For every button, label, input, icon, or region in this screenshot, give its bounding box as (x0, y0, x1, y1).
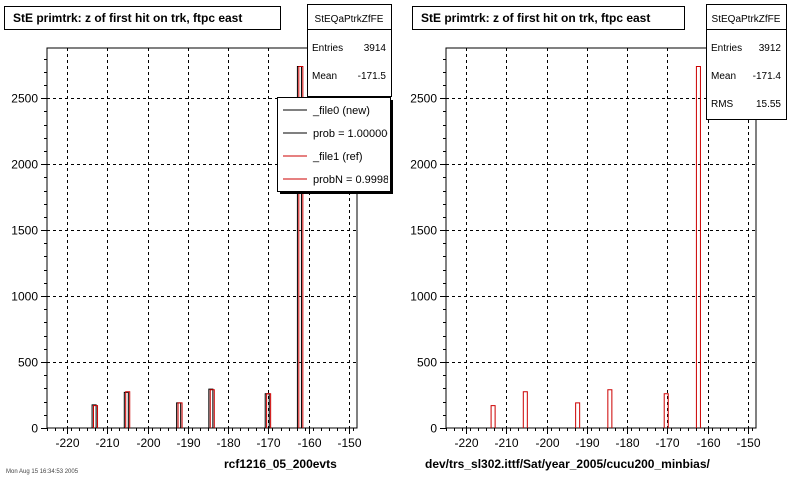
stats-box (706, 4, 787, 120)
y-tick-label: 500 (417, 356, 437, 370)
x-tick-label: -150 (736, 436, 760, 450)
x-tick-label: -220 (454, 436, 478, 450)
y-tick-label: 1000 (410, 290, 437, 304)
histogram-bar (177, 402, 183, 428)
y-tick-label: 2500 (410, 92, 437, 106)
histogram-bar (663, 393, 669, 428)
chart-panel-2: -220 -210 -200 -190 -180 -170 -160 -150 0 500 1000… (410, 4, 787, 471)
stats-value: 3912 (759, 43, 782, 54)
legend-entries: _file0 (new) prob = 1.000000 _file1 (ref) p… (283, 105, 401, 186)
x-tick-label: -210 (494, 436, 518, 450)
histogram-bar (575, 402, 581, 428)
x-tick-label: -220 (55, 436, 79, 450)
histogram-bar (209, 389, 215, 428)
histogram-bar (91, 404, 97, 428)
histogram-bar (123, 391, 129, 428)
chart-title: StE primtrk: z of first hit on trk, ftpc… (13, 11, 242, 25)
histogram-bar (266, 393, 272, 428)
y-tick-label: 1500 (410, 224, 437, 238)
stats-label: RMS (711, 99, 734, 110)
histogram-bar (298, 65, 304, 428)
x-tick-label: -180 (615, 436, 639, 450)
histogram-bar (522, 391, 528, 428)
histogram-bar (490, 405, 496, 428)
x-tick-label: -170 (655, 436, 679, 450)
legend-label: prob = 1.000000 (313, 128, 393, 140)
x-tick-label: -160 (297, 436, 321, 450)
x-tick-label: -170 (256, 436, 280, 450)
x-tick-label: -190 (575, 436, 599, 450)
y-tick-label: 0 (430, 422, 437, 436)
legend-label: _file1 (ref) (312, 151, 363, 163)
y-tick-label: 2500 (11, 92, 38, 106)
chart-caption: dev/trs_sl302.ittf/Sat/year_2005/cucu200… (425, 457, 710, 471)
x-tick-label: -190 (176, 436, 200, 450)
histogram-bar (695, 65, 701, 428)
title-box (4, 6, 281, 30)
legend-label: probN = 0.999831 (313, 174, 401, 186)
stats-label: Entries (312, 43, 343, 54)
histogram-bar (208, 388, 214, 428)
stats-label: Entries (711, 43, 742, 54)
x-tick-label: -150 (337, 436, 361, 450)
y-tick-label: 2000 (11, 158, 38, 172)
x-tick-label: -180 (216, 436, 240, 450)
plot-frame (445, 47, 757, 429)
stats-name: StEQaPtrkZfFE (712, 14, 781, 25)
legend-box (277, 97, 391, 192)
stats-value: 3914 (364, 43, 387, 54)
x-tick-label: -200 (136, 436, 160, 450)
stats-box (307, 4, 392, 97)
histogram-bar (607, 389, 613, 428)
histogram-bar (93, 405, 99, 428)
title-box (412, 6, 685, 30)
footer-timestamp: Mon Aug 15 16:34:53 2005 (6, 469, 79, 475)
stats-name: StEQaPtrkZfFE (315, 14, 384, 25)
stats-label: Mean (312, 71, 337, 82)
stats-value: -171.5 (358, 71, 387, 82)
y-tick-label: 500 (18, 356, 38, 370)
stats-value: -171.4 (753, 71, 782, 82)
y-tick-label: 0 (31, 422, 38, 436)
y-tick-label: 1000 (11, 290, 38, 304)
chart-panel-1: -220 -210 -200 -190 -180 -170 -160 -150 0 500 1000… (4, 4, 401, 471)
stats-value: 15.55 (756, 99, 781, 110)
histogram-bar (125, 391, 131, 428)
x-tick-label: -160 (696, 436, 720, 450)
stats-label: Mean (711, 71, 736, 82)
x-tick-label: -200 (535, 436, 559, 450)
y-tick-label: 2000 (410, 158, 437, 172)
chart-caption: rcf1216_05_200evts (224, 457, 337, 471)
x-tick-label: -210 (95, 436, 119, 450)
legend-label: _file0 (new) (312, 105, 370, 117)
chart-title: StE primtrk: z of first hit on trk, ftpc… (421, 11, 650, 25)
y-tick-label: 1500 (11, 224, 38, 238)
